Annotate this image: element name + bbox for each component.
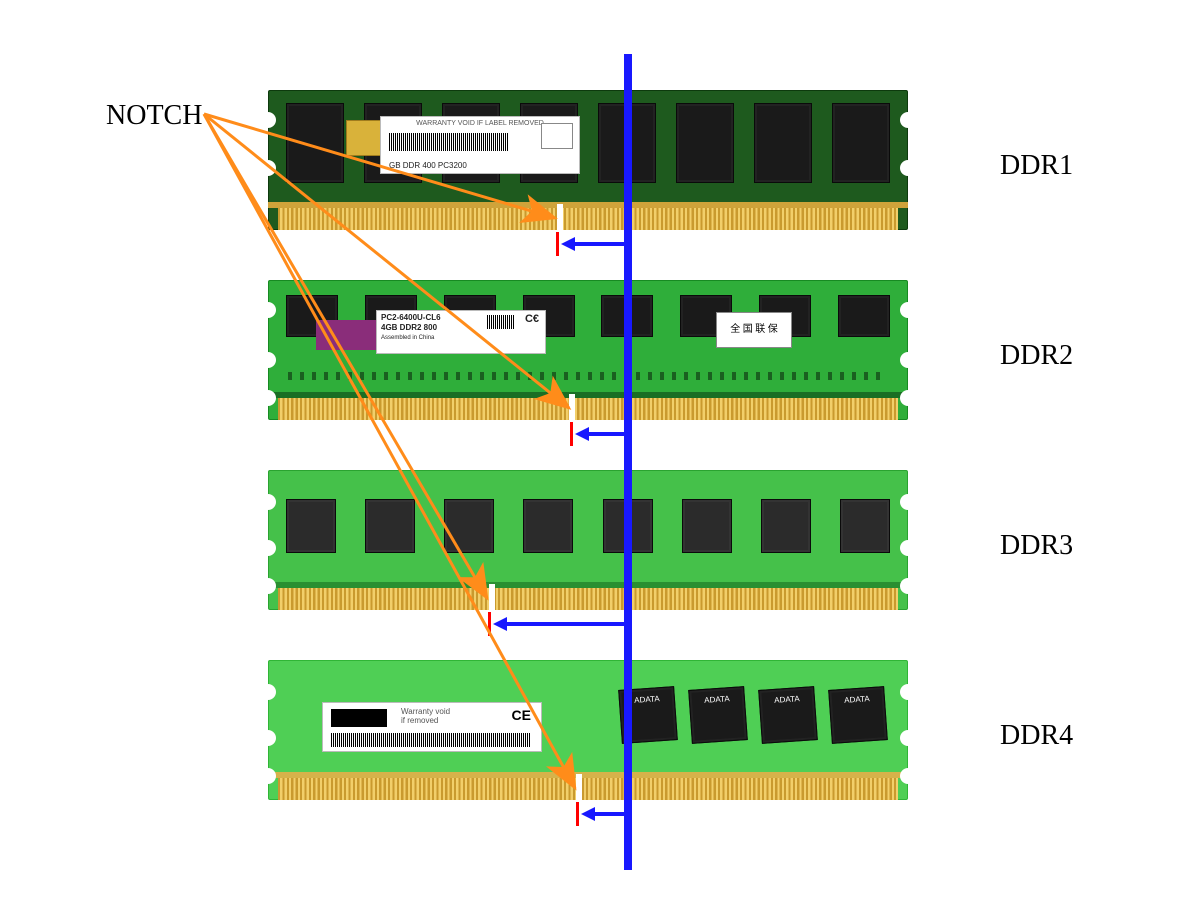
side-cutout bbox=[260, 768, 276, 784]
notch-label: NOTCH bbox=[106, 100, 202, 132]
barcode-icon bbox=[389, 133, 509, 151]
arrow-left-icon bbox=[581, 807, 595, 821]
ram-chip bbox=[754, 103, 812, 183]
ram-chip: ADATA bbox=[758, 686, 818, 744]
offset-arrow-line bbox=[589, 432, 624, 436]
notch-tick bbox=[576, 802, 579, 826]
side-cutout bbox=[260, 112, 276, 128]
sticker-line3: Assembled in China bbox=[381, 333, 541, 343]
side-cutout bbox=[260, 578, 276, 594]
side-cutout bbox=[900, 494, 916, 510]
key-notch bbox=[557, 204, 563, 230]
spec-sticker: Warranty void if removed CE bbox=[322, 702, 542, 752]
side-cutout bbox=[900, 160, 916, 176]
gold-square bbox=[346, 120, 382, 156]
arrow-left-icon bbox=[561, 237, 575, 251]
connector-pins bbox=[278, 208, 898, 230]
sticker-line1: PC2-6400U-CL6 bbox=[381, 313, 541, 323]
notch-tick bbox=[570, 422, 573, 446]
mini-sticker bbox=[541, 123, 573, 149]
barcode-icon bbox=[331, 733, 531, 747]
spec-sticker: PC2-6400U-CL6 4GB DDR2 800 Assembled in … bbox=[376, 310, 546, 354]
diagram-stage: NOTCH DDR1 DDR2 DDR3 DDR4 WARRANTY VOID … bbox=[0, 0, 1200, 900]
side-cutout bbox=[260, 160, 276, 176]
sticker-line2: GB DDR 400 PC3200 bbox=[389, 161, 467, 170]
ram-module-ddr2: PC2-6400U-CL6 4GB DDR2 800 Assembled in … bbox=[268, 280, 908, 420]
side-cutout bbox=[900, 684, 916, 700]
ram-module-ddr3 bbox=[268, 470, 908, 610]
offset-arrow-line bbox=[575, 242, 624, 246]
ram-chip bbox=[523, 499, 573, 553]
smd-row bbox=[288, 372, 888, 380]
chip-row: ADATA ADATA ADATA ADATA bbox=[620, 688, 886, 742]
ce-mark: CE bbox=[512, 707, 531, 723]
ram-chip bbox=[761, 499, 811, 553]
notch-tick bbox=[556, 232, 559, 256]
side-cutout bbox=[900, 768, 916, 784]
side-cutout bbox=[900, 390, 916, 406]
side-cutout bbox=[260, 352, 276, 368]
ram-module-ddr1: WARRANTY VOID IF LABEL REMOVED GB DDR 40… bbox=[268, 90, 908, 230]
ram-chip bbox=[365, 499, 415, 553]
sticker-line1: Warranty void bbox=[401, 707, 450, 716]
ram-chip bbox=[840, 499, 890, 553]
ram-chip bbox=[832, 103, 890, 183]
ram-chip bbox=[286, 499, 336, 553]
offset-arrow-line bbox=[507, 622, 624, 626]
chip-row bbox=[286, 500, 890, 552]
sticker-line2: 4GB DDR2 800 bbox=[381, 323, 541, 333]
side-cutout bbox=[900, 540, 916, 556]
side-cutout bbox=[260, 302, 276, 318]
side-cutout bbox=[260, 390, 276, 406]
ram-chip bbox=[682, 499, 732, 553]
side-cutout bbox=[900, 302, 916, 318]
arrow-left-icon bbox=[493, 617, 507, 631]
ram-chip bbox=[838, 295, 890, 337]
ram-chip bbox=[444, 499, 494, 553]
sticker-line2: if removed bbox=[401, 716, 450, 725]
side-cutout bbox=[260, 684, 276, 700]
black-box bbox=[331, 709, 387, 727]
connector-pins bbox=[278, 778, 898, 800]
side-cutout bbox=[900, 352, 916, 368]
ram-chip bbox=[286, 103, 344, 183]
connector-pins bbox=[278, 588, 898, 610]
spec-sticker: WARRANTY VOID IF LABEL REMOVED GB DDR 40… bbox=[380, 116, 580, 174]
side-cutout bbox=[260, 730, 276, 746]
side-cutout bbox=[900, 578, 916, 594]
purple-accent bbox=[316, 320, 376, 350]
side-cutout bbox=[260, 540, 276, 556]
notch-tick bbox=[488, 612, 491, 636]
ce-mark: C€ bbox=[525, 313, 539, 325]
offset-arrow-line bbox=[595, 812, 624, 816]
module-label-ddr1: DDR1 bbox=[1000, 150, 1073, 182]
module-label-ddr3: DDR3 bbox=[1000, 530, 1073, 562]
module-label-ddr2: DDR2 bbox=[1000, 340, 1073, 372]
side-cutout bbox=[260, 494, 276, 510]
arrow-left-icon bbox=[575, 427, 589, 441]
key-notch bbox=[489, 584, 495, 610]
key-notch bbox=[569, 394, 575, 420]
barcode-icon bbox=[487, 315, 515, 329]
module-label-ddr4: DDR4 bbox=[1000, 720, 1073, 752]
ram-chip: ADATA bbox=[828, 686, 888, 744]
connector-pins bbox=[278, 398, 898, 420]
ram-chip: ADATA bbox=[688, 686, 748, 744]
ram-module-ddr4: ADATA ADATA ADATA ADATA Warranty void if… bbox=[268, 660, 908, 800]
reference-line bbox=[624, 54, 632, 870]
warranty-sticker: 全 国 联 保 bbox=[716, 312, 792, 348]
ram-chip bbox=[676, 103, 734, 183]
key-notch bbox=[576, 774, 582, 800]
side-cutout bbox=[900, 730, 916, 746]
side-cutout bbox=[900, 112, 916, 128]
